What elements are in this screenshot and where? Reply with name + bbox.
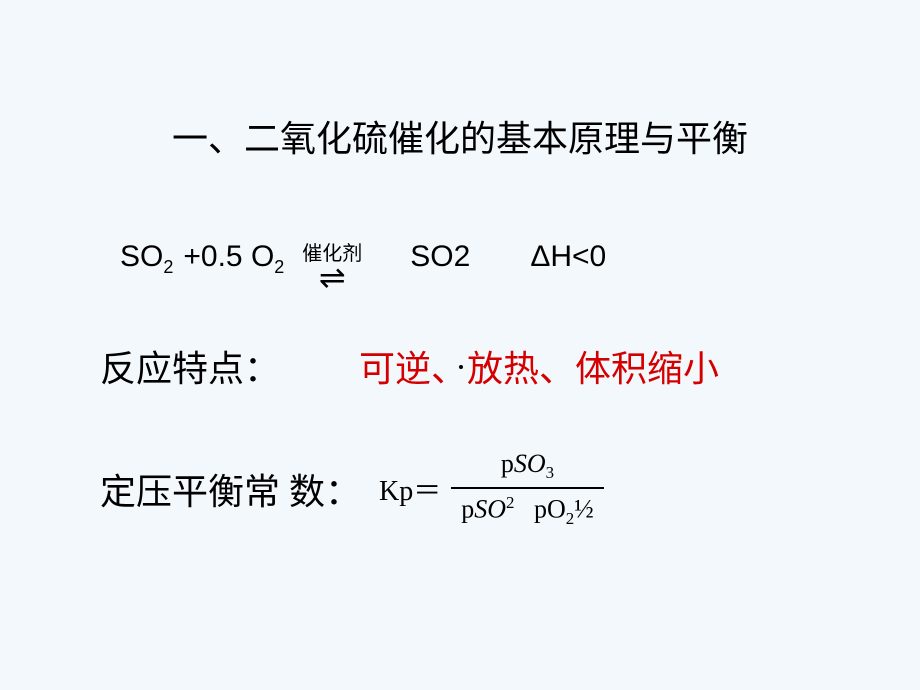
kp-numerator: pSO3 — [491, 445, 564, 487]
reaction-characteristics-row: 反应特点： 可逆、放热、体积缩小 — [100, 340, 719, 392]
kp-symbol: Kp＝ — [379, 469, 441, 509]
reaction-label: 反应特点： — [100, 349, 280, 389]
chemical-equation: SO2 + 0.5 O2 催化剂 ⇌ SO2 ΔH<0 — [120, 240, 606, 294]
kp-equation: Kp＝ pSO3 pSO2 pO2½ — [379, 445, 604, 533]
product-so2: SO2 — [410, 240, 470, 274]
reaction-value: 可逆、放热、体积缩小 — [359, 349, 719, 389]
slide-title: 一、二氧化硫催化的基本原理与平衡 — [0, 110, 920, 162]
kp-label: 定压平衡常 数： — [100, 463, 361, 515]
plus-sign: + — [183, 240, 201, 274]
reactant-so2: SO2 — [120, 240, 173, 278]
kp-denominator: pSO2 pO2½ — [451, 489, 603, 533]
center-dot-icon — [459, 365, 463, 369]
reactant-o2: 0.5 O2 — [201, 240, 284, 278]
equilibrium-arrow-group: 催化剂 ⇌ — [302, 244, 362, 288]
kp-fraction: pSO3 pSO2 pO2½ — [451, 445, 603, 533]
delta-h: ΔH<0 — [530, 240, 606, 274]
equilibrium-arrow-icon: ⇌ — [319, 266, 346, 288]
kp-row: 定压平衡常 数： Kp＝ pSO3 pSO2 pO2½ — [100, 445, 604, 533]
